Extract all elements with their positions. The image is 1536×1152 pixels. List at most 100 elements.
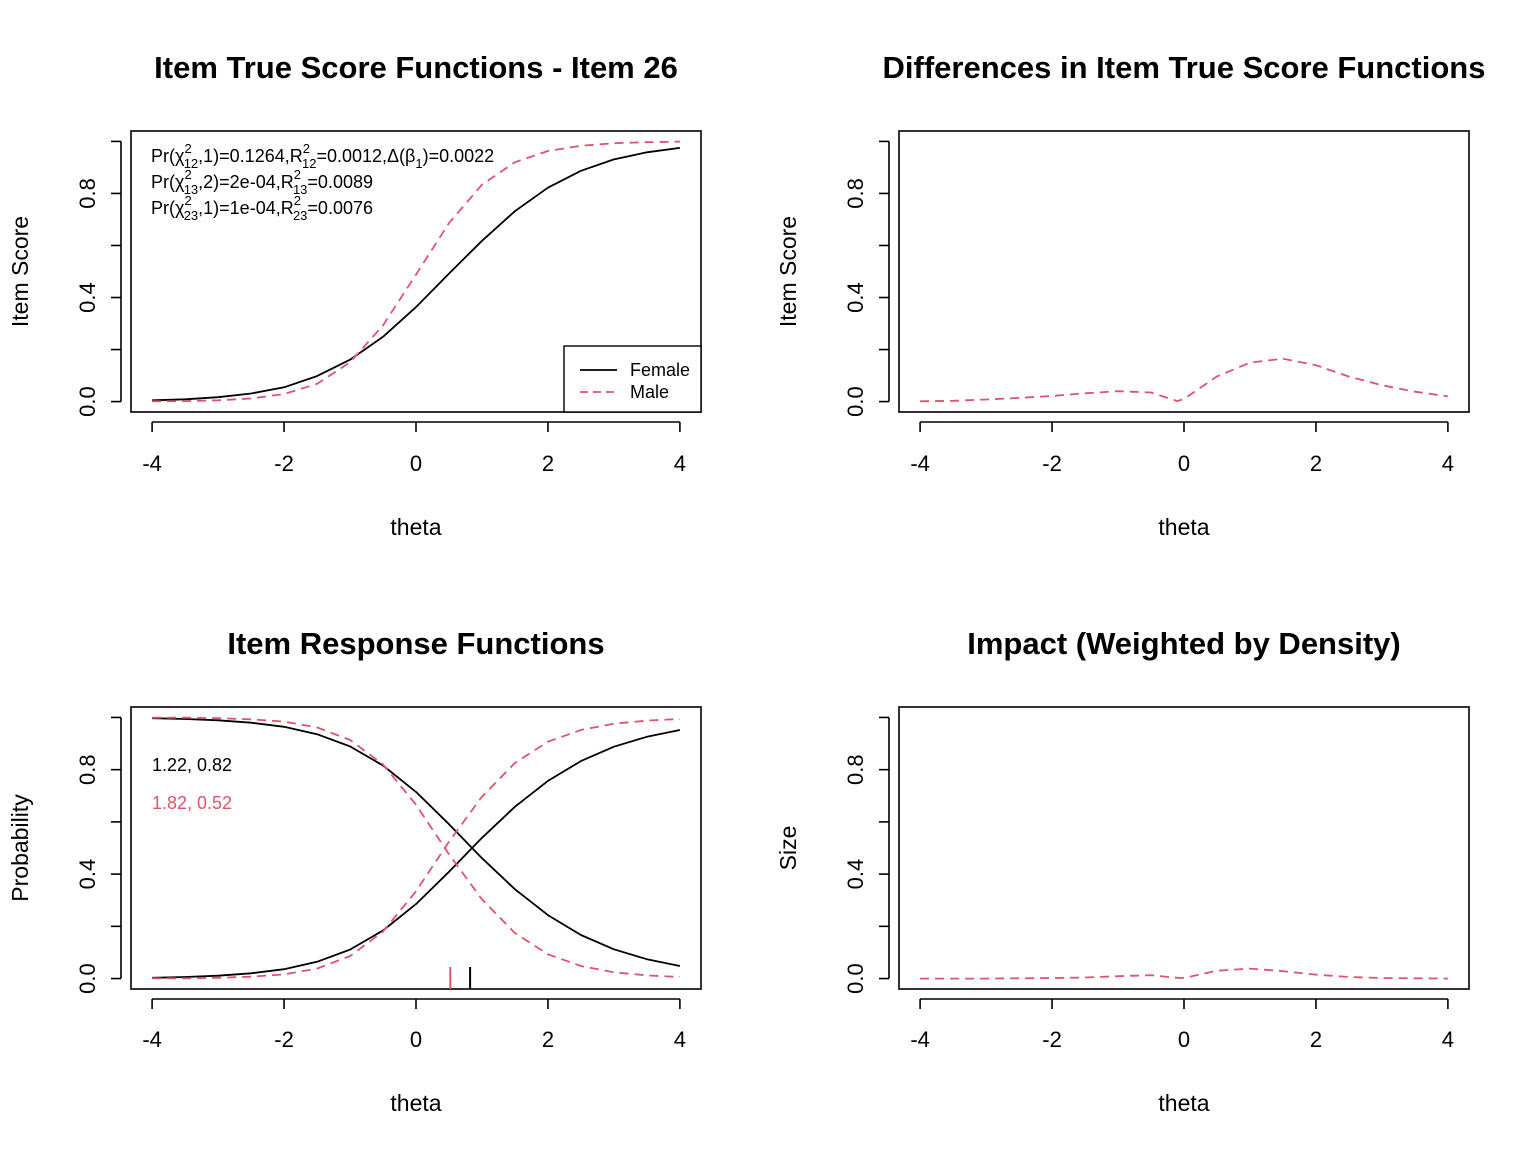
series-line-male-p-0- bbox=[152, 716, 680, 978]
chart-title: Differences in Item True Score Functions bbox=[883, 50, 1486, 85]
y-axis-label: Size bbox=[775, 826, 801, 871]
y-axis: 0.0 0.4 0.8 Probability bbox=[7, 716, 122, 994]
stats-text: Pr( bbox=[151, 172, 175, 192]
series-line-female-p-1- bbox=[152, 729, 681, 979]
x-tick-label: 4 bbox=[674, 1027, 686, 1052]
y-tick-label: 0.0 bbox=[75, 963, 100, 994]
x-tick-label: 4 bbox=[1442, 1027, 1454, 1052]
x-axis: -4 -2 0 2 4 theta bbox=[910, 421, 1454, 540]
chart-title: Item Response Functions bbox=[227, 626, 604, 661]
stats-text: )=0.0022 bbox=[423, 146, 495, 166]
y-tick-label: 0.4 bbox=[75, 859, 100, 890]
series-group bbox=[152, 716, 681, 980]
panel-top-right: Differences in Item True Score Functions… bbox=[775, 50, 1485, 540]
x-tick-label: 2 bbox=[1310, 451, 1322, 476]
stats-text: χ bbox=[175, 146, 185, 166]
y-tick-label: 0.8 bbox=[75, 178, 100, 209]
x-axis-label: theta bbox=[1158, 1090, 1209, 1116]
stats-sub: 12 bbox=[302, 156, 316, 171]
stats-text: χ bbox=[175, 198, 185, 218]
x-axis-label: theta bbox=[390, 1090, 441, 1116]
panel-bottom-left: Item Response Functions-4 -2 0 2 4theta0.00.… bbox=[7, 626, 702, 1116]
stats-text: Pr( bbox=[151, 146, 175, 166]
x-tick-label: -4 bbox=[910, 451, 930, 476]
stats-line: Pr(χ2 13,2)=2e-04,R2 13=0.0089 bbox=[151, 167, 373, 197]
x-tick-label: 0 bbox=[410, 1027, 422, 1052]
x-tick-label: 4 bbox=[1442, 451, 1454, 476]
stats-sup: 2 bbox=[294, 167, 301, 182]
stats-sup: 2 bbox=[303, 141, 310, 156]
stats-sup: 2 bbox=[184, 193, 191, 208]
legend-box bbox=[563, 345, 702, 413]
stats-text: Pr( bbox=[151, 198, 175, 218]
series-line-difference bbox=[920, 357, 1449, 403]
stats-sub: 23 bbox=[184, 208, 198, 223]
x-tick-label: -2 bbox=[1042, 451, 1062, 476]
x-axis: -4 -2 0 2 4 theta bbox=[142, 998, 686, 1116]
y-axis: 0.0 0.4 0.8 Size bbox=[775, 716, 890, 994]
stats-text: =0.0076 bbox=[307, 198, 373, 218]
stats-text: ,1)=1e-04,R bbox=[198, 198, 294, 218]
x-axis: -4 -2 0 2 4 theta bbox=[142, 421, 686, 540]
stats-sup: 2 bbox=[184, 167, 191, 182]
x-tick-label: -2 bbox=[1042, 1027, 1062, 1052]
y-tick-label: 0.0 bbox=[75, 386, 100, 417]
plot-frame bbox=[130, 706, 702, 990]
stats-sub: 23 bbox=[293, 208, 307, 223]
x-tick-label: 4 bbox=[674, 451, 686, 476]
x-axis-label: theta bbox=[390, 514, 441, 540]
x-tick-label: 2 bbox=[542, 451, 554, 476]
stats-text: ,1)=0.1264,R bbox=[198, 146, 303, 166]
chart-title: Item True Score Functions - Item 26 bbox=[154, 50, 678, 85]
y-tick-label: 0.4 bbox=[75, 282, 100, 313]
stats-sup: 2 bbox=[184, 141, 191, 156]
stats-sub: 1 bbox=[415, 156, 422, 171]
y-axis-label: Probability bbox=[7, 794, 33, 902]
series-line-male bbox=[152, 140, 680, 403]
y-axis-label: Item Score bbox=[7, 216, 33, 327]
panel-top-left: Item True Score Functions - Item 26 -4 -2 0… bbox=[7, 50, 702, 540]
legend-label: Male bbox=[630, 382, 669, 402]
legend-label: Female bbox=[630, 360, 690, 380]
stats-text: =0.0012,Δ(β bbox=[316, 146, 415, 166]
y-tick-label: 0.0 bbox=[843, 963, 868, 994]
stats-sub: 13 bbox=[184, 182, 198, 197]
x-tick-label: 0 bbox=[1178, 451, 1190, 476]
y-tick-label: 0.4 bbox=[843, 859, 868, 890]
y-tick-label: 0.8 bbox=[843, 178, 868, 209]
x-tick-label: 2 bbox=[542, 1027, 554, 1052]
series-line-male-p-1- bbox=[152, 718, 680, 980]
y-tick-label: 0.0 bbox=[843, 386, 868, 417]
series-line-impact bbox=[920, 967, 1448, 980]
series-group bbox=[920, 357, 1449, 403]
annotation-label: 1.22, 0.82 bbox=[152, 755, 232, 775]
annotation-label: 1.82, 0.52 bbox=[152, 793, 232, 813]
plot-frame bbox=[898, 130, 1470, 413]
stats-text: ,2)=2e-04,R bbox=[198, 172, 294, 192]
x-tick-label: -4 bbox=[142, 1027, 162, 1052]
x-tick-label: -2 bbox=[274, 451, 294, 476]
stats-text: =0.0089 bbox=[307, 172, 373, 192]
y-tick-label: 0.8 bbox=[75, 754, 100, 785]
chart-title: Impact (Weighted by Density) bbox=[967, 626, 1401, 661]
stats-sub: 13 bbox=[293, 182, 307, 197]
series-group bbox=[920, 967, 1448, 980]
x-tick-label: 2 bbox=[1310, 1027, 1322, 1052]
panel-bottom-right: Impact (Weighted by Density) -4 -2 0 2 4 theta… bbox=[775, 626, 1470, 1116]
x-tick-label: 0 bbox=[410, 451, 422, 476]
y-tick-label: 0.4 bbox=[843, 282, 868, 313]
y-tick-label: 0.8 bbox=[843, 754, 868, 785]
y-axis: 0.0 0.4 0.8 Item Score bbox=[7, 140, 122, 417]
x-axis-label: theta bbox=[1158, 514, 1209, 540]
stats-text: χ bbox=[175, 172, 185, 192]
plot-frame bbox=[898, 706, 1470, 990]
stats-line: Pr(χ2 23,1)=1e-04,R2 23=0.0076 bbox=[151, 193, 373, 223]
y-axis-label: Item Score bbox=[775, 216, 801, 327]
x-tick-label: 0 bbox=[1178, 1027, 1190, 1052]
x-tick-label: -4 bbox=[910, 1027, 930, 1052]
series-group bbox=[152, 140, 681, 403]
stats-sub: 12 bbox=[184, 156, 198, 171]
x-tick-label: -2 bbox=[274, 1027, 294, 1052]
